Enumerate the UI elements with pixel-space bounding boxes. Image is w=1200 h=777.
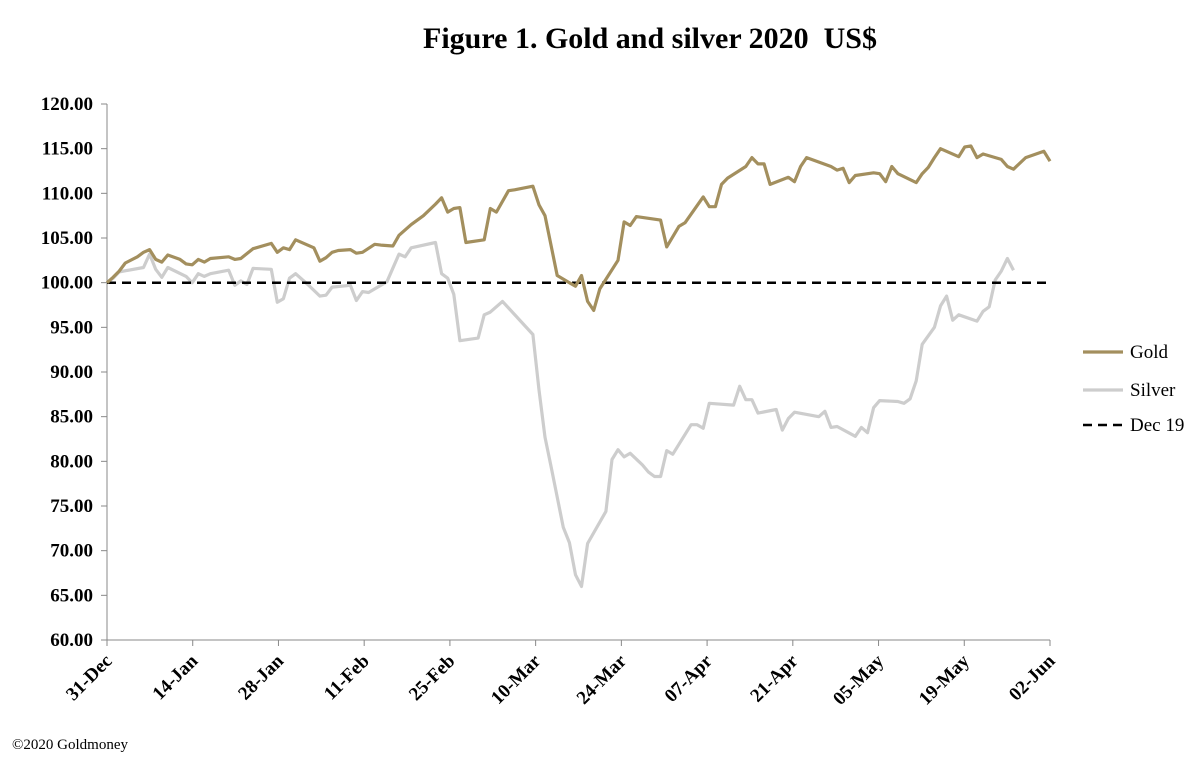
legend-label: Gold xyxy=(1130,342,1169,363)
y-tick-label: 90.00 xyxy=(50,362,93,383)
y-tick-label: 95.00 xyxy=(50,317,93,338)
x-tick-label: 11-Feb xyxy=(320,651,374,705)
chart-axes xyxy=(106,104,1050,641)
x-tick-label: 19-May xyxy=(915,650,974,709)
y-tick-label: 80.00 xyxy=(50,451,93,472)
legend-label: Silver xyxy=(1130,380,1176,401)
y-tick-label: 110.00 xyxy=(42,183,93,204)
x-tick-label: 14-Jan xyxy=(149,650,203,704)
x-tick-label: 02-Jun xyxy=(1005,650,1060,705)
chart-series xyxy=(105,144,1052,589)
y-tick-label: 105.00 xyxy=(41,228,93,249)
series-line-silver xyxy=(106,240,1015,589)
x-tick-label: 25-Feb xyxy=(405,651,459,705)
y-tick-label: 100.00 xyxy=(41,273,93,294)
x-tick-label: 21-Apr xyxy=(746,650,802,706)
copyright-note: ©2020 Goldmoney xyxy=(12,737,128,753)
x-axis-ticks: 31-Dec 14-Jan 28-Jan 11-Feb 25-Feb 10-Mar 24-M… xyxy=(62,640,1060,710)
y-tick-label: 65.00 xyxy=(50,585,93,606)
x-tick-label: 05-May xyxy=(829,650,888,709)
x-tick-label: 07-Apr xyxy=(661,650,717,706)
x-tick-label: 31-Dec xyxy=(62,651,116,705)
x-tick-label: 10-Mar xyxy=(487,650,546,709)
series-line-gold xyxy=(105,144,1052,312)
y-tick-label: 85.00 xyxy=(50,407,93,428)
y-tick-label: 60.00 xyxy=(50,630,93,651)
y-tick-label: 75.00 xyxy=(50,496,93,517)
y-tick-label: 70.00 xyxy=(50,541,93,562)
y-tick-label: 120.00 xyxy=(41,94,93,115)
x-tick-label: 28-Jan xyxy=(234,650,288,704)
y-axis-ticks: 120.00 115.00 110.00 105.00 100.00 95.00 90.00… xyxy=(41,94,107,651)
x-tick-label: 24-Mar xyxy=(573,650,632,709)
y-tick-label: 115.00 xyxy=(42,139,93,160)
chart-legend: Gold Silver Dec 19 xyxy=(1083,342,1184,436)
legend-label: Dec 19 xyxy=(1130,415,1184,436)
chart-title: Figure 1. Gold and silver 2020 US$ xyxy=(423,22,877,55)
